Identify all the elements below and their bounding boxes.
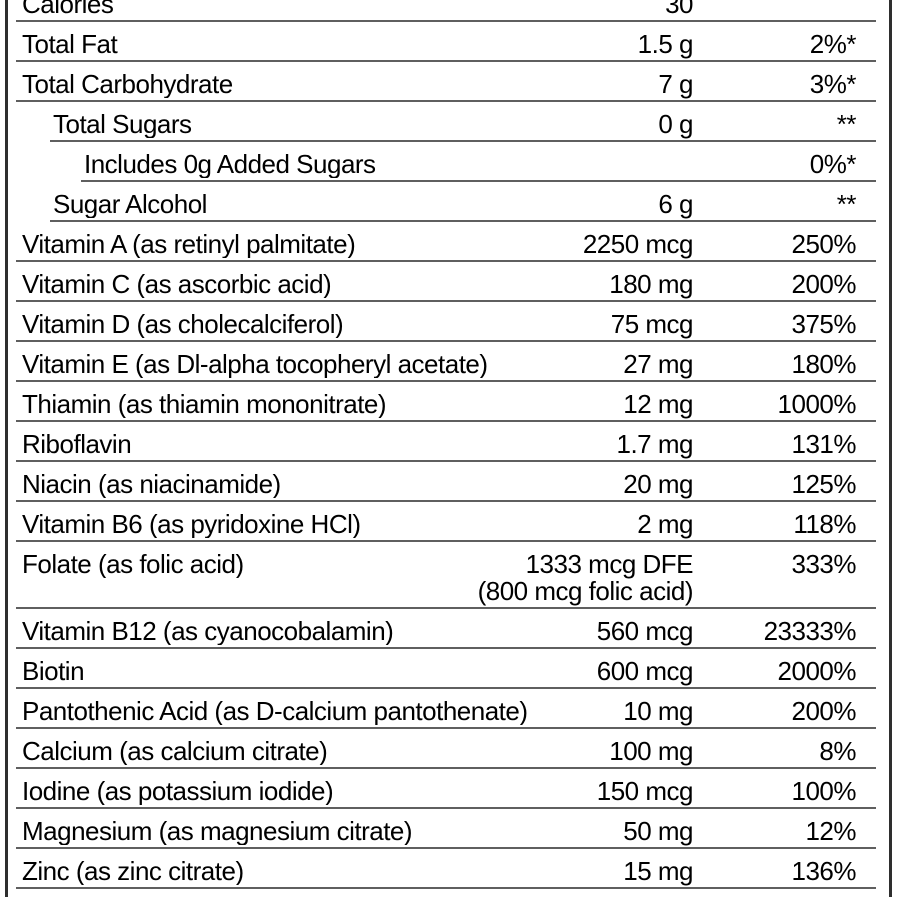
nutrient-amount: 1.7 mg xyxy=(616,429,694,459)
nutrient-daily-value: 23333% xyxy=(763,616,857,646)
nutrient-name: Includes 0g Added Sugars xyxy=(84,151,376,178)
nutrient-amount: 180 mg xyxy=(609,269,693,299)
nutrient-name: Vitamin D (as cholecalciferol) xyxy=(22,311,344,338)
nutrient-amount: 1.5 g xyxy=(637,29,694,59)
label-border: Calories 30 Total Fat 1.5 g 2%* Total Ca… xyxy=(5,0,892,897)
nutrient-daily-value: 0%* xyxy=(809,149,857,179)
nutrient-amount: 50 mg xyxy=(623,816,693,846)
nutrient-daily-value: 180% xyxy=(791,349,857,379)
nutrient-amount: 0 g xyxy=(658,109,693,139)
nutrient-amount-line2: (800 mcg folic acid) xyxy=(477,576,694,606)
table-row: Calcium (as calcium citrate) 100 mg 8% xyxy=(16,729,876,769)
nutrient-amount: 75 mcg xyxy=(610,309,694,339)
nutrient-name: Total Sugars xyxy=(53,111,192,138)
table-row: Vitamin B6 (as pyridoxine HCl) 2 mg 118% xyxy=(16,502,876,542)
table-row: Total Sugars 0 g ** xyxy=(50,102,876,142)
nutrient-daily-value: 3%* xyxy=(809,69,857,99)
nutrient-daily-value: 375% xyxy=(791,309,857,339)
nutrient-amount: 150 mcg xyxy=(596,776,694,806)
nutrient-daily-value: 200% xyxy=(791,269,857,299)
nutrient-amount: 10 mg xyxy=(623,696,693,726)
nutrient-name: Vitamin C (as ascorbic acid) xyxy=(22,271,332,298)
nutrient-amount-line1: 1333 mcg DFE xyxy=(525,549,694,579)
nutrient-daily-value: 250% xyxy=(791,229,857,259)
nutrient-name: Vitamin E (as Dl-alpha tocopheryl acetat… xyxy=(22,351,488,378)
nutrient-daily-value: 2%* xyxy=(809,29,857,59)
nutrient-amount: 7 g xyxy=(658,69,693,99)
table-row: Riboflavin 1.7 mg 131% xyxy=(16,422,876,462)
nutrient-daily-value: 100% xyxy=(791,776,857,806)
nutrient-table: Calories 30 Total Fat 1.5 g 2%* Total Ca… xyxy=(8,0,889,889)
nutrient-amount: 20 mg xyxy=(623,469,693,499)
nutrient-name: Biotin xyxy=(22,658,85,685)
nutrient-name: Calories xyxy=(22,0,114,18)
table-row: Zinc (as zinc citrate) 15 mg 136% xyxy=(16,849,876,889)
nutrient-amount: 27 mg xyxy=(623,349,693,379)
nutrient-daily-value: ** xyxy=(836,109,857,139)
nutrient-daily-value: 136% xyxy=(791,856,857,886)
nutrient-name: Calcium (as calcium citrate) xyxy=(22,738,328,765)
nutrient-name: Total Fat xyxy=(22,31,118,58)
nutrient-name: Riboflavin xyxy=(22,431,132,458)
nutrient-daily-value: 12% xyxy=(805,816,856,846)
table-row: Pantothenic Acid (as D-calcium pantothen… xyxy=(16,689,876,729)
nutrient-daily-value: 131% xyxy=(791,429,857,459)
nutrient-daily-value: 118% xyxy=(793,509,856,539)
table-row: Includes 0g Added Sugars 0%* xyxy=(81,142,876,182)
table-row: Iodine (as potassium iodide) 150 mcg 100… xyxy=(16,769,876,809)
table-row: Vitamin A (as retinyl palmitate) 2250 mc… xyxy=(16,222,876,262)
nutrient-amount: 30 xyxy=(665,0,693,19)
nutrient-name: Sugar Alcohol xyxy=(53,191,207,218)
nutrient-amount: 15 mg xyxy=(623,856,693,886)
table-row: Magnesium (as magnesium citrate) 50 mg 1… xyxy=(16,809,876,849)
table-row: Vitamin B12 (as cyanocobalamin) 560 mcg … xyxy=(16,609,876,649)
nutrient-daily-value: 1000% xyxy=(777,389,857,419)
nutrient-name: Folate (as folic acid) xyxy=(22,551,244,578)
nutrient-name: Iodine (as potassium iodide) xyxy=(22,778,334,805)
table-row: Biotin 600 mcg 2000% xyxy=(16,649,876,689)
nutrient-name: Niacin (as niacinamide) xyxy=(22,471,281,498)
nutrient-amount: 2 mg xyxy=(637,509,693,539)
nutrient-daily-value: 333% xyxy=(791,549,857,579)
table-row: Total Carbohydrate 7 g 3%* xyxy=(16,62,876,102)
table-row: Vitamin D (as cholecalciferol) 75 mcg 37… xyxy=(16,302,876,342)
nutrient-amount: 100 mg xyxy=(609,736,693,766)
nutrient-name: Pantothenic Acid (as D-calcium pantothen… xyxy=(22,698,528,725)
nutrient-daily-value: 200% xyxy=(791,696,857,726)
table-row: Folate (as folic acid) 1333 mcg DFE (800 … xyxy=(16,542,876,609)
nutrient-amount: 6 g xyxy=(658,189,693,219)
table-row: Total Fat 1.5 g 2%* xyxy=(16,22,876,62)
table-row: Niacin (as niacinamide) 20 mg 125% xyxy=(16,462,876,502)
nutrient-daily-value: 125% xyxy=(791,469,857,499)
nutrient-name: Vitamin B12 (as cyanocobalamin) xyxy=(22,618,394,645)
nutrient-daily-value: 2000% xyxy=(777,656,857,686)
table-row: Sugar Alcohol 6 g ** xyxy=(50,182,876,222)
nutrient-name: Vitamin A (as retinyl palmitate) xyxy=(22,231,356,258)
nutrient-name: Magnesium (as magnesium citrate) xyxy=(22,818,413,845)
nutrient-amount: 12 mg xyxy=(623,389,693,419)
table-row: Vitamin E (as Dl-alpha tocopheryl acetat… xyxy=(16,342,876,382)
nutrient-amount: 600 mcg xyxy=(596,656,694,686)
nutrient-name: Zinc (as zinc citrate) xyxy=(22,858,244,885)
table-row: Thiamin (as thiamin mononitrate) 12 mg 1… xyxy=(16,382,876,422)
nutrient-name: Vitamin B6 (as pyridoxine HCl) xyxy=(22,511,361,538)
nutrient-name: Total Carbohydrate xyxy=(22,71,233,98)
nutrient-name: Thiamin (as thiamin mononitrate) xyxy=(22,391,387,418)
table-row: Vitamin C (as ascorbic acid) 180 mg 200% xyxy=(16,262,876,302)
nutrient-amount: 2250 mcg xyxy=(582,229,694,259)
nutrient-amount: 1333 mcg DFE (800 mcg folic acid) xyxy=(477,549,694,606)
nutrient-daily-value: ** xyxy=(836,189,857,219)
nutrient-daily-value: 8% xyxy=(819,736,856,766)
table-row: Calories 30 xyxy=(16,0,876,22)
nutrient-amount: 560 mcg xyxy=(596,616,694,646)
